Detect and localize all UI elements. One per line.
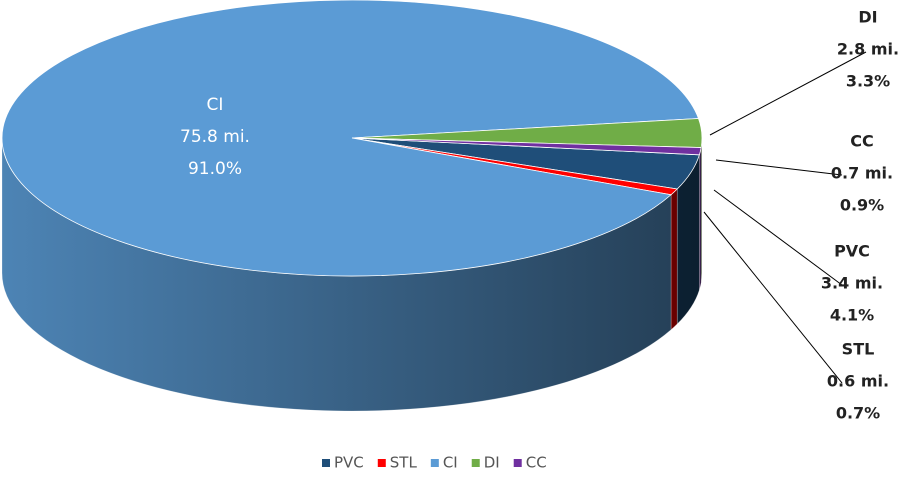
legend-label: PVC (334, 454, 364, 472)
label-name: DI (858, 8, 877, 27)
slice (1, 0, 700, 277)
slice-side (699, 147, 702, 290)
legend-swatch (430, 459, 439, 467)
legend-label: STL (390, 454, 418, 472)
leader-line (715, 159, 843, 176)
label-value: 2.8 mi. (837, 40, 899, 59)
label-percent: 0.7% (836, 404, 880, 423)
label-percent: 0.9% (840, 196, 884, 215)
legend-swatch (471, 459, 480, 467)
leader-line (703, 211, 843, 384)
leader-line (713, 189, 843, 286)
label-value: 0.7 mi. (831, 164, 893, 183)
label-percent: 4.1% (830, 306, 874, 325)
legend-swatch (513, 459, 522, 467)
label-name: STL (842, 340, 875, 359)
label-value: 3.4 mi. (821, 274, 883, 293)
label-name: CC (850, 132, 873, 151)
legend-label: DI (484, 454, 500, 472)
legend-swatch (377, 459, 386, 467)
leader-line (709, 51, 867, 136)
legend-swatch (322, 459, 330, 467)
label-value: 75.8 mi. (180, 127, 250, 147)
slice (351, 137, 702, 156)
label-percent: 3.3% (846, 72, 890, 91)
legend-label: CC (526, 454, 547, 472)
legend-label: CI (443, 454, 458, 472)
label-name: PVC (834, 242, 870, 261)
slice-side (670, 188, 678, 331)
label-value: 0.6 mi. (827, 372, 889, 391)
label-percent: 91.0% (188, 159, 242, 179)
label-name: CI (207, 95, 224, 115)
